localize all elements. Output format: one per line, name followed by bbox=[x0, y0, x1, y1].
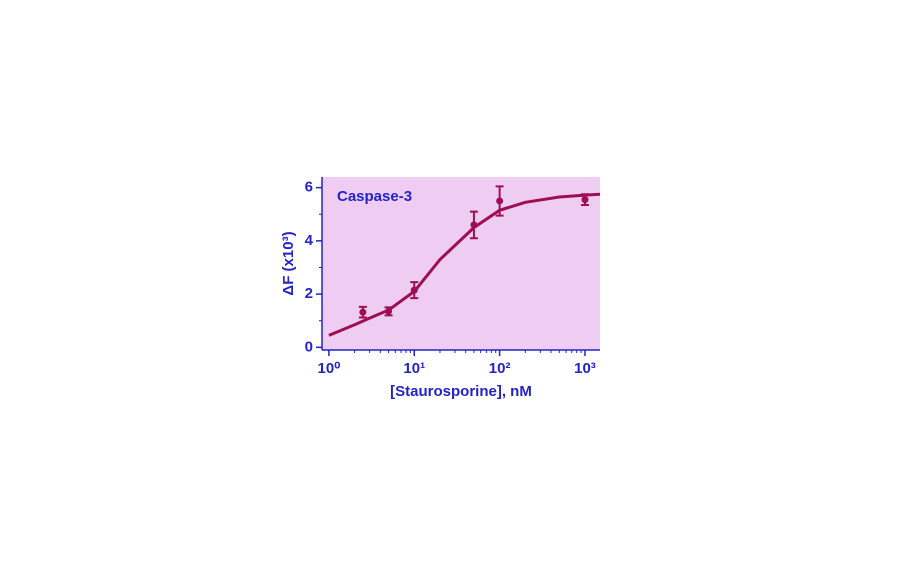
plot-background bbox=[322, 177, 600, 350]
y-tick-label: 0 bbox=[305, 338, 313, 355]
data-point bbox=[496, 197, 504, 205]
x-tick-label: 10³ bbox=[574, 360, 596, 377]
x-tick-label: 10² bbox=[489, 360, 511, 377]
y-tick-label: 6 bbox=[305, 179, 313, 196]
data-point bbox=[581, 196, 589, 204]
fit-curve bbox=[328, 192, 601, 337]
y-tick-label: 4 bbox=[305, 232, 314, 249]
x-tick-label: 10¹ bbox=[403, 360, 425, 377]
y-axis-label: ΔF (x10³) bbox=[280, 231, 297, 295]
x-tick-label: 10⁰ bbox=[318, 360, 341, 377]
data-point bbox=[359, 308, 367, 316]
annotation: Caspase-3 bbox=[337, 188, 412, 205]
x-axis-label: [Staurosporine], nM bbox=[390, 383, 532, 400]
y-tick-label: 2 bbox=[305, 285, 313, 302]
